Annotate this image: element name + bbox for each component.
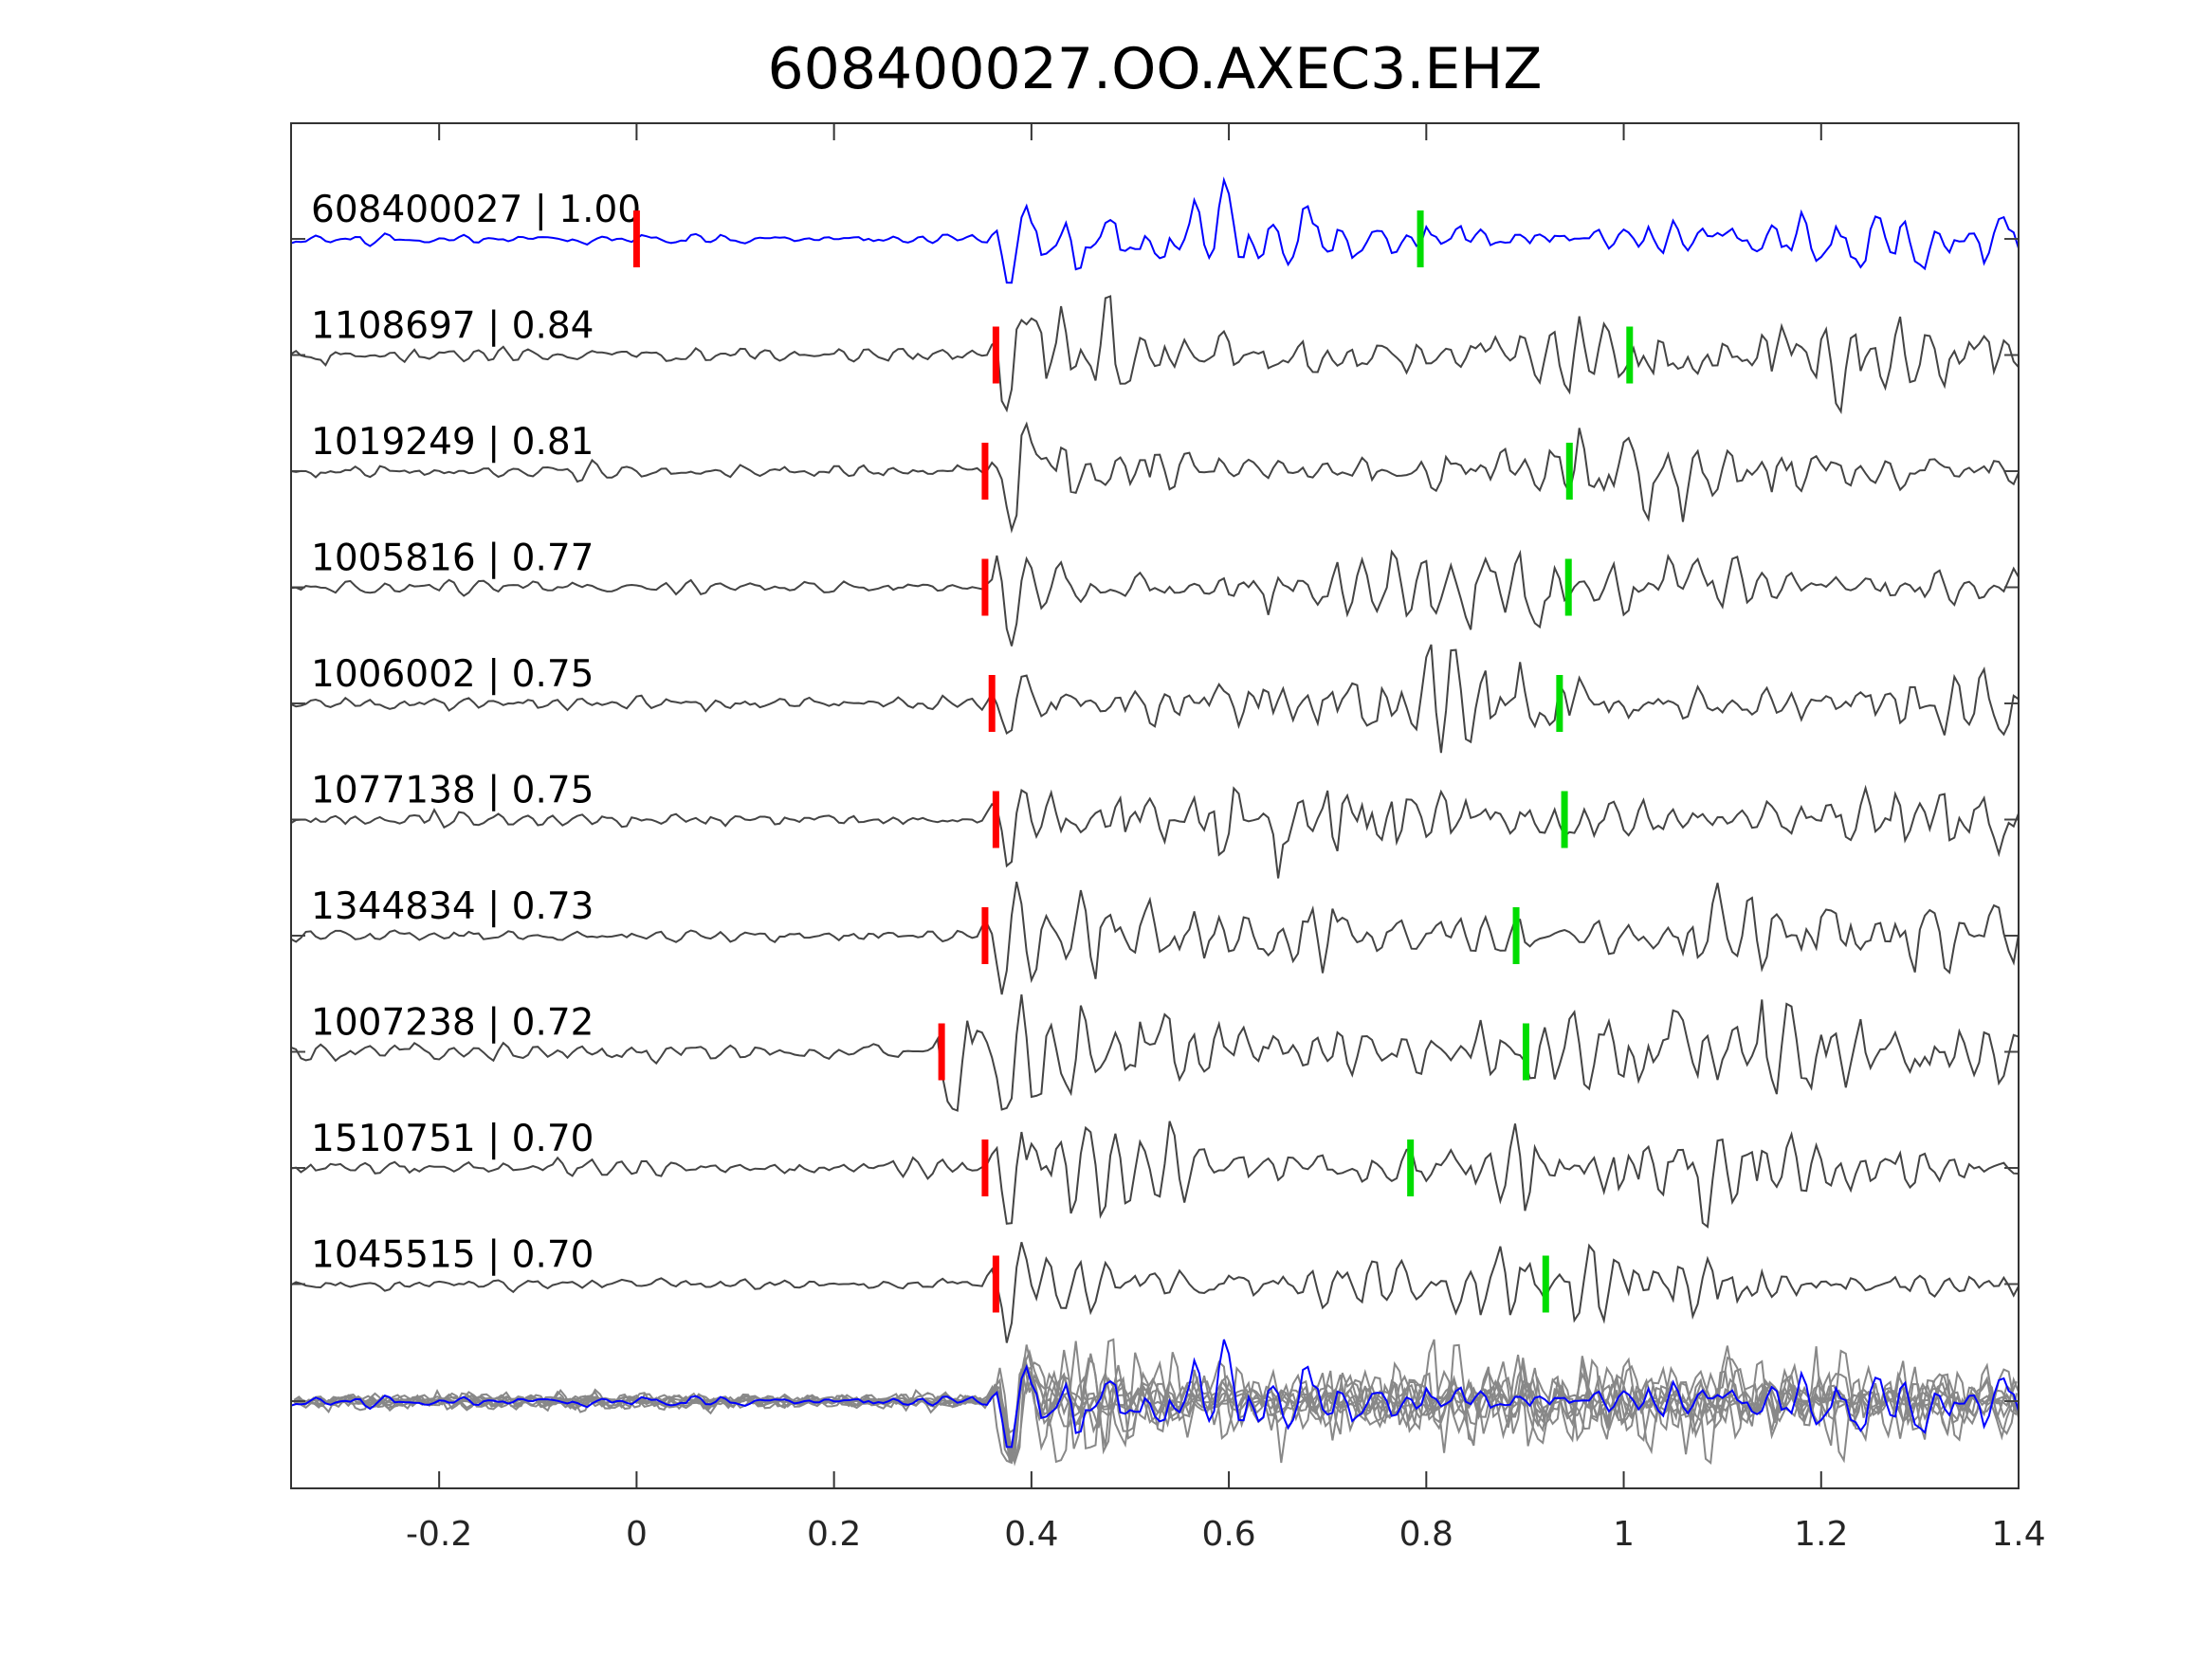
waveform-1019249 (290, 421, 2020, 534)
s-pick-marker (1522, 1023, 1529, 1081)
xtick-label: 1.4 (1991, 1515, 2045, 1554)
s-pick-marker (1626, 326, 1634, 384)
s-pick-marker (1561, 791, 1568, 848)
trace-label-608400027: 608400027 | 1.00 (311, 189, 641, 231)
trace-label-1005816: 1005816 | 0.77 (311, 538, 594, 580)
axes-box (290, 122, 2020, 1489)
chart-title: 608400027.OO.AXEC3.EHZ (767, 36, 1542, 102)
xtick-label: 1.2 (1794, 1515, 1848, 1554)
p-pick-marker (981, 558, 989, 616)
p-pick-marker (981, 1139, 989, 1196)
trace-label-1045515: 1045515 | 0.70 (311, 1234, 594, 1277)
waveform-1007238 (290, 994, 2020, 1112)
trace-label-1019249: 1019249 | 0.81 (311, 421, 594, 464)
p-pick-marker (981, 443, 989, 500)
s-pick-marker (1417, 210, 1424, 267)
p-pick-marker (632, 210, 640, 267)
waveform-1005816 (290, 549, 2020, 647)
xtick-label: 0.6 (1201, 1515, 1255, 1554)
p-pick-marker (992, 326, 999, 384)
trace-label-1510751: 1510751 | 0.70 (311, 1118, 594, 1160)
stack-waveform (293, 1357, 2018, 1464)
s-pick-marker (1407, 1139, 1415, 1196)
p-pick-marker (992, 791, 999, 848)
xtick-label: 1 (1613, 1515, 1635, 1554)
stack-waveform (293, 1348, 2018, 1467)
plot-area: 608400027 | 1.00 1108697 | 0.84 1019249 | … (290, 122, 2046, 1554)
xtick-label: 0.2 (807, 1515, 861, 1554)
s-pick-marker (1564, 558, 1572, 616)
waveform-1108697 (290, 295, 2020, 414)
waveform-1077138 (290, 784, 2020, 879)
xtick-label: 0.4 (1004, 1515, 1058, 1554)
waveform-1006002 (290, 644, 2020, 754)
p-pick-marker (988, 675, 996, 732)
stack-template-waveform (290, 1339, 2020, 1449)
xtick-label: -0.2 (406, 1515, 472, 1554)
waveform-1510751 (290, 1121, 2020, 1229)
p-pick-marker (938, 1023, 945, 1081)
xtick-label: 0 (626, 1515, 648, 1554)
s-pick-marker (1565, 443, 1573, 500)
waveform-1045515 (290, 1242, 2020, 1343)
trace-label-1007238: 1007238 | 0.72 (311, 1002, 594, 1045)
p-pick-marker (992, 1255, 999, 1313)
trace-label-1344834: 1344834 | 0.73 (311, 885, 594, 928)
s-pick-marker (1542, 1255, 1549, 1313)
waveform-1344834 (290, 881, 2020, 995)
trace-label-1006002: 1006002 | 0.75 (311, 653, 594, 696)
p-pick-marker (981, 907, 989, 964)
xtick-label: 0.8 (1399, 1515, 1453, 1554)
waveform-608400027 (290, 176, 2020, 284)
s-pick-marker (1512, 907, 1520, 964)
trace-label-1077138: 1077138 | 0.75 (311, 770, 594, 812)
stack-waveform (344, 1340, 2020, 1465)
trace-label-1108697: 1108697 | 0.84 (311, 305, 594, 348)
s-pick-marker (1556, 675, 1563, 732)
